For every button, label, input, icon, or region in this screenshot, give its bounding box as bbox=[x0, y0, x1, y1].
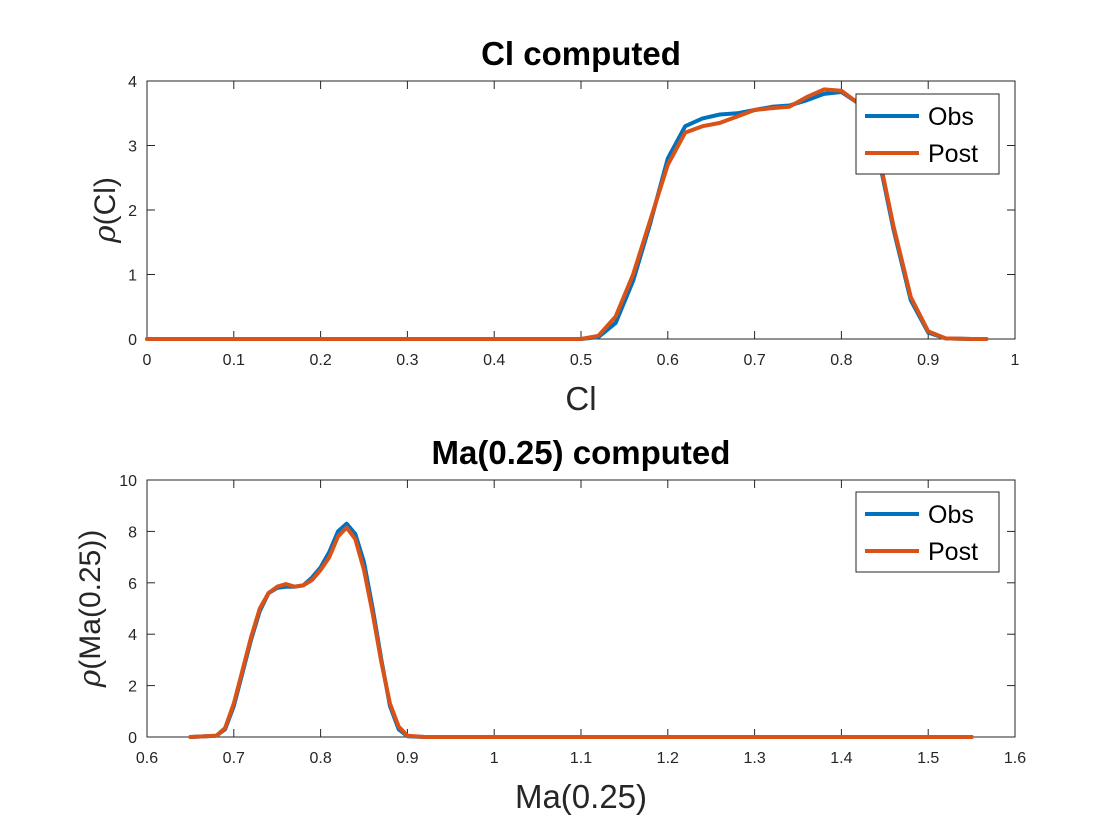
y-tick-label: 4 bbox=[128, 627, 137, 644]
x-tick-label: 1.2 bbox=[657, 750, 679, 767]
x-tick-label: 0.7 bbox=[743, 352, 765, 369]
y-tick-label: 10 bbox=[119, 473, 137, 490]
y-tick-label: 3 bbox=[128, 139, 137, 156]
chart-1: 0 0.1 0.2 0.3 0.4 0.5 0.6 0.7 0.8 0.9 1 0 1 2 3 4 Cl com… bbox=[88, 35, 1020, 417]
legend-label-obs: Obs bbox=[928, 501, 974, 529]
y-tick-label: 0 bbox=[128, 332, 137, 349]
rho-symbol: ρ bbox=[73, 669, 108, 688]
legend-box bbox=[855, 491, 1000, 573]
x-tick-label: 1.6 bbox=[1004, 750, 1026, 767]
legend-box bbox=[855, 93, 1000, 175]
x-tick-label: 1.4 bbox=[830, 750, 852, 767]
x-tick-label: 1.5 bbox=[917, 750, 939, 767]
x-tick-label: 0.8 bbox=[309, 750, 331, 767]
chart-2: 0.6 0.7 0.8 0.9 1 1.1 1.2 1.3 1.4 1.5 1.6 0 2 4 6 8 10 Ma… bbox=[73, 434, 1026, 815]
y-tick-label: 2 bbox=[128, 679, 137, 696]
y-axis-label-text: (Ma(0.25)) bbox=[74, 530, 107, 670]
x-tick-label: 0.7 bbox=[223, 750, 245, 767]
x-tick-label: 1.1 bbox=[570, 750, 592, 767]
y-axis-label: ρ(Cl) bbox=[88, 177, 123, 244]
series-line-post bbox=[188, 525, 974, 739]
legend: Obs Post bbox=[855, 491, 1000, 573]
y-tick-label: 4 bbox=[128, 74, 137, 91]
x-tick-label: 0.3 bbox=[396, 352, 418, 369]
x-axis-label: Cl bbox=[565, 380, 596, 417]
x-tick-label: 0.2 bbox=[309, 352, 331, 369]
y-tick-label: 2 bbox=[128, 203, 137, 220]
x-tick-label: 0.8 bbox=[830, 352, 852, 369]
x-tick-label: 0.5 bbox=[570, 352, 592, 369]
legend-label-post: Post bbox=[928, 538, 978, 566]
legend: Obs Post bbox=[855, 93, 1000, 175]
series-line-post bbox=[145, 87, 989, 341]
y-tick-label: 1 bbox=[128, 268, 137, 285]
series-line-obs bbox=[188, 521, 974, 739]
x-tick-label: 0.9 bbox=[917, 352, 939, 369]
legend-label-obs: Obs bbox=[928, 103, 974, 131]
x-axis-label: Ma(0.25) bbox=[515, 778, 647, 815]
chart-title: Cl computed bbox=[481, 35, 681, 72]
x-tick-label: 1.3 bbox=[743, 750, 765, 767]
x-tick-label: 0.9 bbox=[396, 750, 418, 767]
x-tick-label: 0 bbox=[143, 352, 152, 369]
x-tick-label: 0.4 bbox=[483, 352, 505, 369]
rho-symbol: ρ bbox=[88, 225, 123, 244]
legend-label-post: Post bbox=[928, 140, 978, 168]
chart-title: Ma(0.25) computed bbox=[432, 434, 731, 471]
y-tick-label: 8 bbox=[128, 524, 137, 541]
y-tick-label: 0 bbox=[128, 730, 137, 747]
y-tick-label: 6 bbox=[128, 576, 137, 593]
x-tick-label: 0.6 bbox=[136, 750, 158, 767]
y-axis-label-text: (Cl) bbox=[89, 177, 122, 225]
y-axis-label: ρ(Ma(0.25)) bbox=[73, 530, 108, 689]
x-tick-label: 1 bbox=[490, 750, 499, 767]
x-tick-label: 0.1 bbox=[223, 352, 245, 369]
x-tick-label: 0.6 bbox=[657, 352, 679, 369]
x-tick-label: 1 bbox=[1011, 352, 1020, 369]
